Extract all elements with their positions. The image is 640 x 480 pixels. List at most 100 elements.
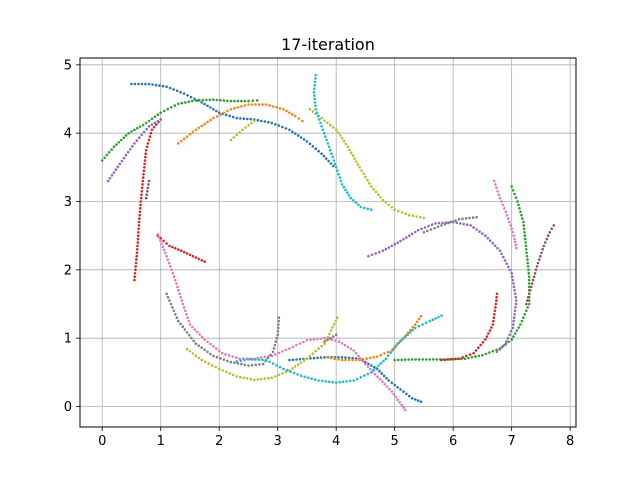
data-point <box>527 282 531 285</box>
data-point <box>387 379 391 382</box>
data-point <box>461 217 464 221</box>
data-point <box>246 117 249 121</box>
data-point <box>394 395 398 399</box>
data-point <box>169 302 173 306</box>
data-point <box>303 375 306 379</box>
data-point <box>530 282 534 285</box>
data-point <box>513 309 517 313</box>
data-point <box>210 364 214 367</box>
data-point <box>525 251 528 255</box>
data-point <box>233 99 236 103</box>
data-point <box>525 309 528 313</box>
x-tick-label: 8 <box>566 434 574 449</box>
data-point <box>138 207 142 210</box>
data-point <box>513 313 516 316</box>
data-point <box>135 254 138 258</box>
data-point <box>389 351 392 355</box>
data-point <box>447 221 450 225</box>
data-point <box>151 83 154 86</box>
data-point <box>381 198 385 202</box>
data-point <box>381 380 384 383</box>
data-point <box>495 186 498 190</box>
data-point <box>310 377 313 380</box>
data-point <box>194 99 198 102</box>
data-point <box>258 363 261 366</box>
data-point <box>174 313 177 316</box>
data-point <box>140 186 144 190</box>
data-point <box>510 185 513 188</box>
data-point <box>510 227 513 231</box>
data-point <box>222 358 226 361</box>
data-point <box>492 179 496 183</box>
data-point <box>170 268 173 272</box>
data-point <box>147 119 151 123</box>
data-point <box>519 323 522 326</box>
data-point <box>305 357 309 361</box>
data-point <box>526 258 529 261</box>
data-point <box>159 111 162 114</box>
data-point <box>182 137 186 141</box>
data-point <box>334 319 338 323</box>
data-point <box>122 136 125 139</box>
data-point <box>419 215 422 219</box>
data-point <box>214 365 217 369</box>
data-point <box>406 331 410 335</box>
data-point <box>246 377 249 380</box>
data-point <box>337 172 340 176</box>
data-point <box>347 358 351 362</box>
data-point <box>529 285 533 289</box>
data-point <box>447 358 450 361</box>
data-point <box>317 379 320 382</box>
data-point <box>178 292 181 296</box>
data-point <box>133 278 136 282</box>
data-point <box>411 325 415 329</box>
data-point <box>359 205 363 209</box>
data-point <box>260 119 263 123</box>
data-point <box>175 316 179 320</box>
data-point <box>177 319 180 323</box>
data-point <box>393 358 397 362</box>
data-point <box>320 344 323 348</box>
data-point <box>206 350 209 354</box>
data-point <box>150 123 154 126</box>
data-point <box>372 365 376 369</box>
data-point <box>398 340 402 343</box>
data-point <box>166 258 170 261</box>
data-point <box>340 358 344 362</box>
data-point <box>435 358 439 361</box>
data-point <box>203 122 206 126</box>
data-point <box>215 109 218 113</box>
data-point <box>232 136 236 139</box>
data-point <box>315 111 319 114</box>
data-point <box>313 80 317 84</box>
data-point <box>457 218 461 221</box>
data-point <box>271 350 275 354</box>
data-point <box>208 98 212 102</box>
data-point <box>491 349 495 353</box>
data-point <box>160 242 163 245</box>
data-point <box>236 362 240 365</box>
data-point <box>493 313 496 316</box>
data-point <box>139 203 142 207</box>
data-point <box>191 130 195 134</box>
data-point <box>267 120 270 124</box>
data-point <box>379 361 383 365</box>
data-point <box>327 145 331 149</box>
data-point <box>228 114 231 118</box>
data-point <box>203 360 207 364</box>
data-point <box>267 376 270 380</box>
data-point <box>324 380 328 383</box>
data-point <box>387 203 391 207</box>
data-point <box>360 169 363 172</box>
data-point <box>393 208 397 211</box>
data-point <box>148 135 152 138</box>
data-point <box>206 104 209 108</box>
data-point <box>146 190 149 193</box>
grid-lines <box>80 58 576 427</box>
data-point <box>190 336 193 340</box>
data-point <box>362 172 365 175</box>
data-point <box>531 278 535 282</box>
data-point <box>514 243 518 247</box>
data-point <box>405 236 408 239</box>
data-point <box>311 110 315 113</box>
